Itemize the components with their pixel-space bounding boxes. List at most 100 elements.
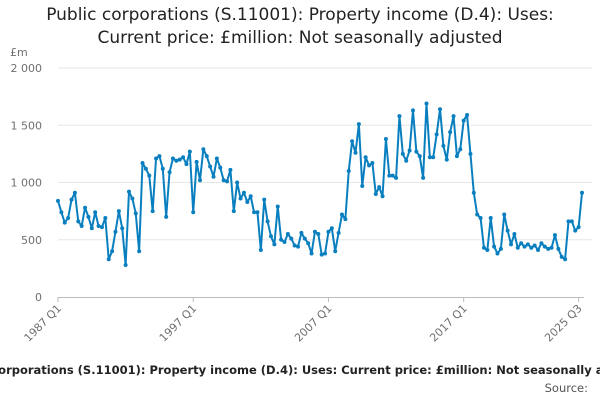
data-point xyxy=(367,163,372,168)
data-point xyxy=(309,251,314,256)
data-point xyxy=(187,149,192,154)
data-point xyxy=(272,242,277,247)
data-point xyxy=(157,154,162,159)
footer-title: Public corporations (S.11001): Property … xyxy=(0,363,600,377)
data-point xyxy=(228,167,233,172)
data-point xyxy=(106,257,111,262)
data-point xyxy=(225,179,230,184)
chart-title: Public corporations (S.11001): Property … xyxy=(0,4,600,50)
source-label: Source: xyxy=(544,381,588,395)
data-point xyxy=(404,158,409,163)
data-point xyxy=(268,234,273,239)
data-point xyxy=(421,175,426,180)
data-point xyxy=(191,210,196,215)
y-tick-label: 2 000 xyxy=(11,62,43,75)
data-point xyxy=(580,190,584,195)
data-point xyxy=(536,248,541,253)
data-point xyxy=(265,219,270,224)
data-point xyxy=(289,236,294,241)
data-point xyxy=(83,205,88,210)
data-point xyxy=(252,210,257,215)
data-point xyxy=(339,212,344,217)
data-point xyxy=(140,161,145,166)
data-point xyxy=(576,225,581,230)
data-point xyxy=(214,156,219,161)
data-point xyxy=(390,173,395,178)
data-point xyxy=(76,219,81,224)
data-point xyxy=(451,114,456,119)
data-point xyxy=(397,114,402,119)
data-point xyxy=(204,154,209,159)
data-point xyxy=(434,132,439,137)
data-point xyxy=(326,229,331,234)
data-point xyxy=(177,157,182,162)
chart-title-line-1: Public corporations (S.11001): Property … xyxy=(46,5,554,25)
data-point xyxy=(502,212,507,217)
data-point xyxy=(360,183,365,188)
data-point xyxy=(150,209,155,214)
data-point xyxy=(424,101,429,106)
data-point xyxy=(248,194,253,199)
data-point xyxy=(93,210,98,215)
data-point xyxy=(573,228,578,233)
data-point xyxy=(120,226,125,231)
chart-title-line-2: Current price: £million: Not seasonally … xyxy=(97,28,503,48)
data-point xyxy=(282,240,287,245)
data-point xyxy=(285,232,290,237)
data-point xyxy=(346,169,351,174)
y-tick-label: 1 000 xyxy=(11,177,43,190)
data-point xyxy=(208,164,213,169)
data-point xyxy=(552,233,557,238)
data-point xyxy=(383,136,388,141)
data-point xyxy=(96,224,101,229)
data-point xyxy=(417,154,422,159)
data-point xyxy=(350,139,355,144)
data-point xyxy=(167,170,172,175)
data-point xyxy=(542,244,547,249)
series-line xyxy=(57,102,583,266)
data-point xyxy=(566,219,571,224)
data-point xyxy=(255,210,260,215)
data-point xyxy=(414,149,419,154)
data-point xyxy=(444,157,449,162)
y-axis: 0 500 1 000 1 500 2 000 xyxy=(11,62,43,304)
data-point xyxy=(353,150,358,155)
data-point xyxy=(235,180,240,185)
data-point xyxy=(400,151,405,156)
data-point xyxy=(454,154,459,159)
data-point xyxy=(133,211,138,216)
data-point xyxy=(99,225,104,230)
x-axis: 1987 Q1 1997 Q1 2007 Q1 2017 Q1 2025 Q3 xyxy=(22,297,585,344)
data-point xyxy=(241,190,246,195)
data-point xyxy=(492,244,497,249)
data-point xyxy=(299,230,304,235)
data-point xyxy=(184,162,189,167)
data-point xyxy=(427,155,432,160)
data-point xyxy=(89,226,94,231)
data-point xyxy=(197,178,202,183)
x-tick-label: 1997 Q1 xyxy=(157,302,200,345)
data-point xyxy=(194,159,199,164)
data-point xyxy=(498,246,503,251)
data-point xyxy=(170,156,175,161)
data-point xyxy=(143,166,148,171)
data-point xyxy=(336,230,341,235)
data-point xyxy=(563,257,568,262)
data-point xyxy=(69,197,74,202)
y-tick-label: 0 xyxy=(35,291,42,304)
data-point xyxy=(258,248,263,253)
data-point xyxy=(468,151,473,156)
y-tick-label: 1 500 xyxy=(11,119,43,132)
data-point xyxy=(238,196,243,201)
data-point xyxy=(262,197,267,202)
data-point xyxy=(481,245,486,250)
data-series xyxy=(56,101,584,267)
x-tick-label: 2007 Q1 xyxy=(292,302,335,345)
data-point xyxy=(72,190,77,195)
data-point xyxy=(569,219,574,224)
data-point xyxy=(549,245,554,250)
data-point xyxy=(529,245,534,250)
x-tick-label: 1987 Q1 xyxy=(22,302,65,345)
data-point xyxy=(410,108,415,113)
